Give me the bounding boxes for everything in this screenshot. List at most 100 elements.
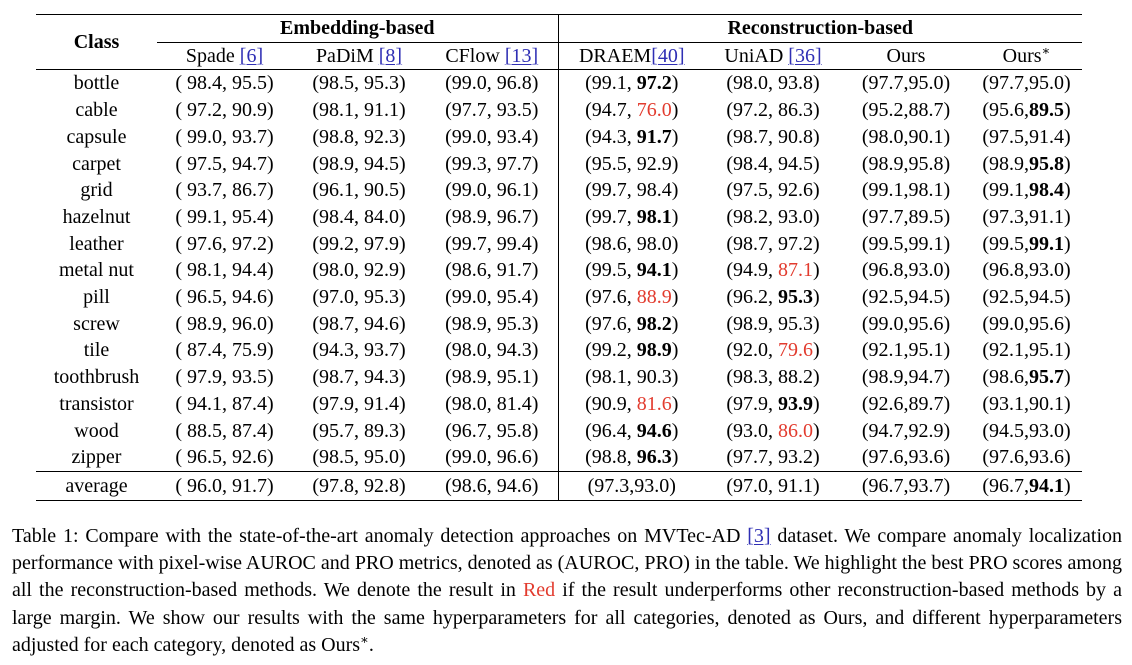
- score-cell: (92.1,95.1): [971, 337, 1082, 364]
- method-header: UniAD [36]: [705, 42, 841, 70]
- score-text: (99.0, 95.4): [445, 286, 539, 309]
- method-citation-link[interactable]: [6]: [239, 44, 264, 67]
- method-name: CFlow: [445, 44, 505, 67]
- score-cell: (99.1,98.4): [971, 177, 1082, 204]
- method-citation-link[interactable]: [8]: [378, 44, 403, 67]
- score-text: (99.5,99.1): [861, 232, 951, 255]
- class-cell: carpet: [72, 152, 121, 175]
- score-cell: (94.3, 93.7): [292, 337, 426, 364]
- score-cell: (98.7, 90.8): [705, 124, 841, 151]
- score-text: (99.1,: [585, 72, 637, 95]
- best-score: 94.1: [636, 259, 672, 282]
- score-cell: (92.6,89.7): [841, 391, 971, 418]
- score-cell: (98.6,95.7): [971, 364, 1082, 391]
- score-text: (98.9, 94.5): [312, 152, 406, 175]
- method-header: CFlow [13]: [426, 42, 559, 70]
- score-text: (99.3, 97.7): [445, 152, 539, 175]
- table-row: pill ( 96.5, 94.6) (97.0, 95.3) (99.0, 95.4…: [36, 284, 1082, 311]
- score-text: (99.7, 99.4): [445, 232, 539, 255]
- score-cell: (98.5, 95.0): [292, 444, 426, 471]
- class-cell: zipper: [71, 446, 122, 469]
- best-score: 98.1: [636, 205, 672, 228]
- score-text: (98.1, 91.1): [312, 99, 406, 122]
- method-name: UniAD: [724, 44, 789, 67]
- score-cell: (98.7, 94.3): [292, 364, 426, 391]
- table-row: cable ( 97.2, 90.9) (98.1, 91.1) (97.7, 93.…: [36, 97, 1082, 124]
- score-cell: (99.1,98.1): [841, 177, 971, 204]
- score-cell: (98.9, 95.3): [426, 310, 559, 338]
- score-cell: (92.5,94.5): [841, 284, 971, 311]
- method-header: PaDiM [8]: [292, 42, 426, 70]
- caption-citation-link[interactable]: [3]: [747, 525, 771, 547]
- score-text: (98.9, 96.7): [445, 205, 539, 228]
- score-cell: (99.2, 97.9): [292, 231, 426, 258]
- score-cell: (99.0, 96.8): [426, 69, 559, 98]
- score-cell: (99.5, 94.1): [558, 257, 705, 284]
- score-cell: (98.6, 98.0): [558, 231, 705, 258]
- score-cell: (97.7, 93.2): [705, 444, 841, 471]
- score-text: ): [1064, 179, 1071, 202]
- score-text: ): [1064, 152, 1071, 175]
- score-cell: ( 97.5, 94.7): [157, 151, 292, 178]
- table-caption: Table 1: Compare with the state-of-the-a…: [12, 523, 1122, 659]
- score-cell: (97.5, 92.6): [705, 177, 841, 204]
- table-row: leather ( 97.6, 97.2) (99.2, 97.9) (99.7, 9…: [36, 230, 1082, 258]
- score-cell: ( 97.6, 97.2): [157, 231, 292, 258]
- method-citation-link[interactable]: [13]: [504, 44, 539, 67]
- score-text: (95.2,88.7): [861, 99, 951, 122]
- score-text: (92.0,: [726, 339, 778, 362]
- caption-star: ∗: [360, 631, 369, 647]
- caption-red-word: Red: [522, 579, 556, 602]
- score-text: (99.2,: [585, 339, 637, 362]
- underperform-score: 81.6: [636, 392, 672, 415]
- score-text: (98.4, 94.5): [726, 152, 820, 175]
- score-text: (98.1, 90.3): [585, 366, 679, 389]
- method-citation-link[interactable]: [40]: [651, 44, 685, 67]
- score-cell: (97.5,91.4): [971, 124, 1082, 151]
- score-cell: (96.7,93.7): [841, 470, 971, 501]
- score-cell: ( 93.7, 86.7): [157, 177, 292, 204]
- score-text: ): [1064, 366, 1071, 389]
- class-cell: capsule: [66, 125, 127, 148]
- reconstruction-group-header: Reconstruction-based: [558, 14, 1082, 43]
- table-row: transistor ( 94.1, 87.4) (97.9, 91.4) (98.0…: [36, 390, 1082, 418]
- score-text: (98.7, 94.3): [312, 366, 406, 389]
- score-text: (99.0, 93.4): [445, 125, 539, 148]
- score-cell: (98.1, 90.3): [558, 364, 705, 391]
- score-text: (97.5, 92.6): [726, 179, 820, 202]
- score-cell: ( 98.9, 96.0): [157, 311, 292, 338]
- best-score: 95.3: [778, 286, 813, 309]
- underperform-score: 76.0: [636, 99, 672, 122]
- score-text: (94.9,: [726, 259, 778, 282]
- score-text: (96.8,93.0): [861, 259, 951, 282]
- class-cell: transistor: [59, 392, 134, 415]
- score-text: (96.8,93.0): [982, 259, 1071, 282]
- score-text: (98.0, 94.3): [445, 339, 539, 362]
- class-cell: screw: [73, 312, 120, 335]
- table-row: wood ( 88.5, 87.4) (95.7, 89.3) (96.7, 95.8…: [36, 417, 1082, 445]
- score-cell: ( 99.0, 93.7): [157, 124, 292, 151]
- method-name: DRAEM: [578, 44, 652, 67]
- score-cell: (98.4, 84.0): [292, 204, 426, 231]
- score-cell: (99.0,95.6): [841, 311, 971, 338]
- score-cell: (97.7,95.0): [971, 69, 1082, 98]
- class-header: Class: [36, 13, 157, 70]
- score-text: (97.5,91.4): [982, 125, 1071, 148]
- score-cell: (98.8, 92.3): [292, 124, 426, 151]
- score-cell: (95.7, 89.3): [292, 418, 426, 445]
- score-text: ): [813, 419, 820, 442]
- score-cell: (94.7, 76.0): [558, 97, 705, 124]
- score-text: (98.5, 95.0): [312, 446, 406, 469]
- score-text: (98.7, 94.6): [312, 312, 406, 335]
- score-text: (97.7, 93.2): [726, 446, 820, 469]
- score-cell: (96.7, 95.8): [426, 417, 559, 445]
- score-cell: (94.7,92.9): [841, 418, 971, 445]
- score-text: ( 94.1, 87.4): [175, 392, 274, 415]
- score-cell: (99.3, 97.7): [426, 150, 559, 178]
- score-text: (94.3, 93.7): [312, 339, 406, 362]
- score-text: (98.8,: [585, 446, 637, 469]
- method-citation-link[interactable]: [36]: [788, 44, 822, 67]
- best-score: 97.2: [636, 72, 672, 95]
- table-row: carpet ( 97.5, 94.7) (98.9, 94.5) (99.3, 97…: [36, 150, 1082, 178]
- score-text: ( 87.4, 75.9): [175, 339, 274, 362]
